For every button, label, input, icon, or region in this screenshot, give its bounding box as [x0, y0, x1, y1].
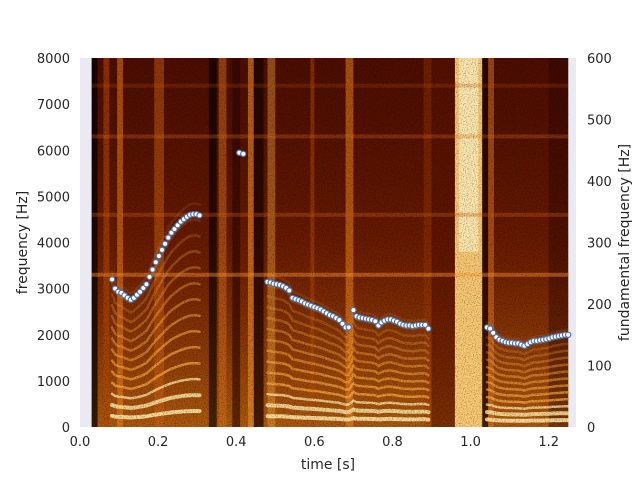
y-right-tick-label: 300 — [587, 237, 612, 252]
f0-point — [143, 281, 150, 288]
f0-series — [108, 149, 572, 349]
y-right-tick-label: 100 — [587, 360, 612, 375]
f0-point — [350, 306, 357, 314]
f0-point — [146, 273, 153, 281]
x-tick-label: 0.8 — [382, 435, 403, 450]
y-right-tick-label: 400 — [587, 175, 612, 190]
y-right-tick-label: 0 — [587, 421, 595, 436]
y-left-tick-label: 1000 — [37, 375, 70, 390]
y-left-tick-label: 0 — [62, 421, 70, 436]
y-left-tick-label: 8000 — [37, 52, 70, 67]
x-tick-label: 0.6 — [304, 435, 325, 450]
f0-point — [565, 331, 572, 338]
f0-point — [486, 325, 494, 332]
f0-point — [152, 259, 159, 266]
y-axis-label-right: fundamental frequency [Hz] — [617, 144, 633, 341]
f0-point — [240, 150, 247, 158]
f0-point — [345, 324, 352, 331]
y-right-tick-label: 600 — [587, 52, 612, 67]
y-left-tick-label: 5000 — [37, 190, 70, 205]
y-left-tick-label: 2000 — [37, 329, 70, 344]
y-left-tick-label: 4000 — [37, 237, 70, 252]
f0-point — [108, 276, 116, 283]
x-axis-label: time [s] — [301, 457, 355, 473]
axes: 0.0 0.2 0.4 0.6 0.8 1.0 1.20100020003000400050… — [15, 52, 633, 473]
f0-point — [286, 287, 293, 294]
f0-point — [372, 318, 379, 325]
f0-point — [425, 325, 432, 332]
f0-point — [149, 266, 156, 273]
y-left-tick-label: 3000 — [37, 283, 70, 298]
f0-point — [196, 212, 203, 219]
f0-point — [155, 252, 163, 260]
y-right-tick-label: 200 — [587, 298, 612, 313]
spectrogram-image — [91, 58, 571, 427]
x-tick-label: 1.0 — [460, 435, 481, 450]
x-tick-label: 0.0 — [70, 435, 91, 450]
f0-point — [490, 329, 497, 337]
spectrogram-noise — [91, 58, 569, 427]
y-right-tick-label: 500 — [587, 114, 612, 129]
y-axis-label-left: frequency [Hz] — [15, 191, 31, 294]
f0-point — [161, 240, 169, 247]
f0-point — [165, 234, 172, 241]
f0-point — [158, 246, 166, 254]
y-left-tick-label: 6000 — [37, 144, 70, 159]
y-left-tick-label: 7000 — [37, 98, 70, 113]
x-tick-label: 0.2 — [148, 435, 169, 450]
x-tick-label: 0.4 — [226, 435, 247, 450]
x-tick-label: 1.2 — [538, 435, 559, 450]
